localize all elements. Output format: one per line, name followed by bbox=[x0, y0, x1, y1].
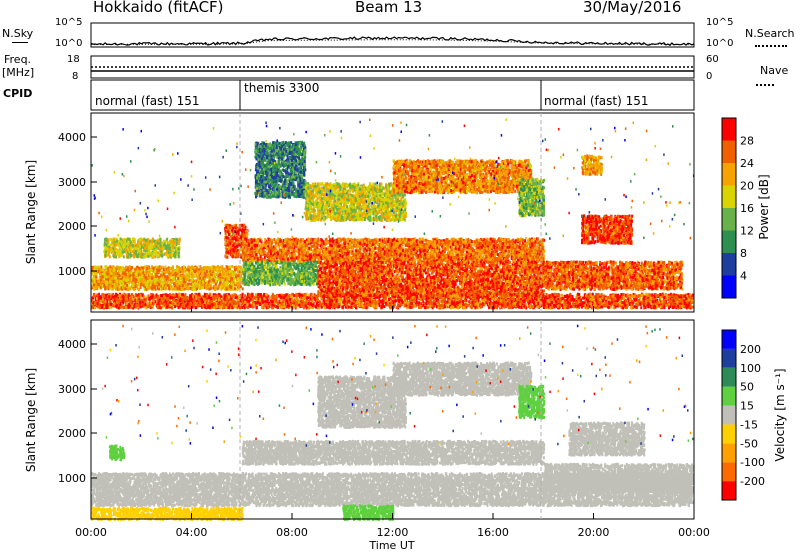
heat-cell bbox=[404, 304, 406, 307]
heat-cell bbox=[660, 296, 662, 299]
heat-cell bbox=[544, 303, 546, 306]
heat-cell bbox=[308, 294, 310, 297]
heat-cell bbox=[615, 294, 617, 297]
heat-cell bbox=[248, 293, 250, 296]
heat-cell bbox=[350, 306, 352, 309]
heat-cell bbox=[462, 300, 464, 303]
heat-cell bbox=[266, 294, 268, 297]
heat-cell bbox=[447, 305, 449, 308]
heat-cell bbox=[590, 294, 592, 297]
heat-cell bbox=[395, 299, 397, 302]
heat-cell bbox=[549, 307, 551, 310]
power-heatmap bbox=[91, 118, 694, 309]
cpid-panel-frame bbox=[91, 80, 694, 110]
noise-series bbox=[91, 37, 694, 45]
heat-cell bbox=[650, 294, 652, 297]
heat-cell bbox=[373, 305, 375, 308]
heat-cell bbox=[444, 305, 446, 308]
heat-cell bbox=[427, 306, 429, 309]
heat-cell bbox=[95, 302, 97, 305]
heat-cell bbox=[488, 306, 490, 309]
heat-cell bbox=[94, 306, 96, 309]
heat-cell bbox=[535, 298, 537, 301]
rti-plot: 4000 3000 2000 1000 Slant Range [km] 400… bbox=[0, 0, 800, 554]
heat-cell bbox=[174, 305, 176, 308]
heat-cell bbox=[162, 306, 164, 309]
heat-cell bbox=[244, 306, 246, 309]
heat-cell bbox=[683, 305, 685, 308]
heat-cell bbox=[378, 300, 380, 303]
heat-cell bbox=[551, 293, 553, 296]
